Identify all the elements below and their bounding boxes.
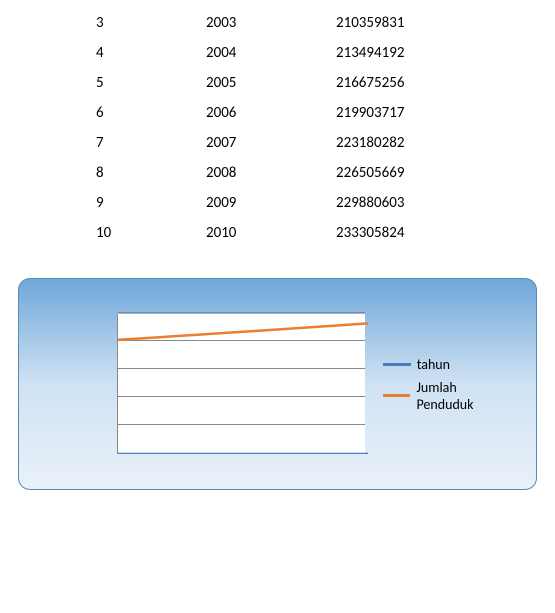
legend-item: Jumlah Penduduk bbox=[383, 379, 516, 413]
table-row: 102010233305824 bbox=[96, 218, 555, 248]
cell-population: 216675256 bbox=[336, 68, 486, 98]
chart-plot bbox=[117, 314, 365, 454]
cell-idx: 10 bbox=[96, 218, 206, 248]
cell-year: 2007 bbox=[206, 128, 336, 158]
cell-year: 2010 bbox=[206, 218, 336, 248]
legend-label: tahun bbox=[417, 356, 450, 373]
series-Jumlah Penduduk bbox=[118, 323, 368, 339]
cell-idx: 6 bbox=[96, 98, 206, 128]
cell-year: 2008 bbox=[206, 158, 336, 188]
cell-idx: 3 bbox=[96, 8, 206, 38]
cell-year: 2005 bbox=[206, 68, 336, 98]
cell-population: 219903717 bbox=[336, 98, 486, 128]
cell-population: 210359831 bbox=[336, 8, 486, 38]
chart-series bbox=[118, 314, 368, 454]
cell-population: 213494192 bbox=[336, 38, 486, 68]
chart-card: tahun Jumlah Penduduk bbox=[18, 278, 537, 490]
legend-item: tahun bbox=[383, 356, 516, 373]
legend-label: Jumlah Penduduk bbox=[416, 379, 516, 413]
population-table: 3200321035983142004213494192520052166752… bbox=[0, 0, 555, 268]
table-row: 32003210359831 bbox=[96, 8, 555, 38]
table-row: 92009229880603 bbox=[96, 188, 555, 218]
table-row: 42004213494192 bbox=[96, 38, 555, 68]
cell-idx: 8 bbox=[96, 158, 206, 188]
cell-year: 2004 bbox=[206, 38, 336, 68]
cell-year: 2009 bbox=[206, 188, 336, 218]
cell-population: 229880603 bbox=[336, 188, 486, 218]
legend-swatch bbox=[383, 394, 411, 397]
table-row: 52005216675256 bbox=[96, 68, 555, 98]
cell-population: 223180282 bbox=[336, 128, 486, 158]
table-row: 82008226505669 bbox=[96, 158, 555, 188]
cell-year: 2003 bbox=[206, 8, 336, 38]
table-row: 72007223180282 bbox=[96, 128, 555, 158]
cell-population: 226505669 bbox=[336, 158, 486, 188]
table-row: 62006219903717 bbox=[96, 98, 555, 128]
cell-idx: 9 bbox=[96, 188, 206, 218]
gridline bbox=[118, 312, 365, 313]
cell-population: 233305824 bbox=[336, 218, 486, 248]
cell-year: 2006 bbox=[206, 98, 336, 128]
cell-idx: 7 bbox=[96, 128, 206, 158]
chart-legend: tahun Jumlah Penduduk bbox=[383, 350, 516, 419]
cell-idx: 4 bbox=[96, 38, 206, 68]
cell-idx: 5 bbox=[96, 68, 206, 98]
legend-swatch bbox=[383, 363, 411, 366]
